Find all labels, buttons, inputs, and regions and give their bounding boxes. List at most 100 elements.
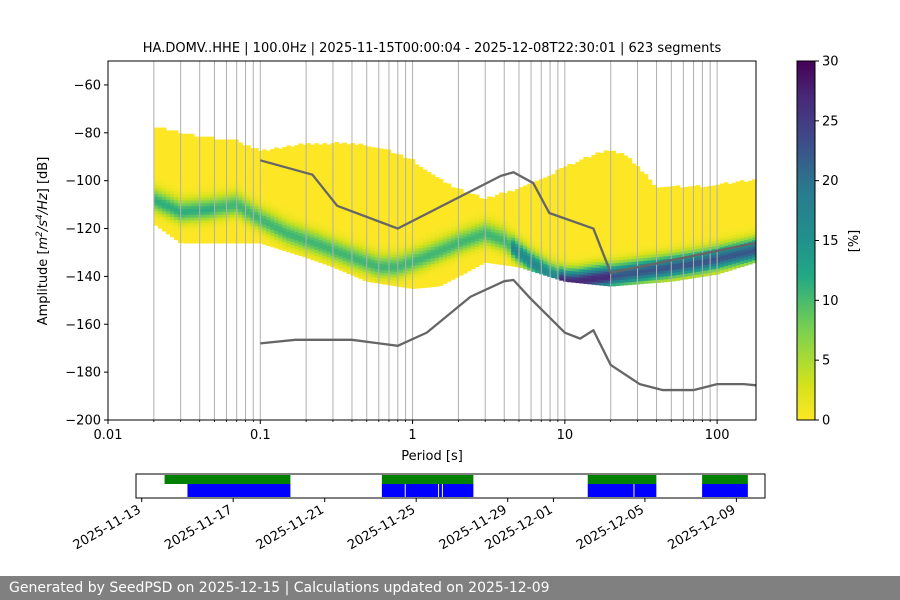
density-cell <box>298 232 303 236</box>
density-cell <box>418 276 424 280</box>
density-cell <box>350 243 356 248</box>
density-cell <box>286 168 291 172</box>
density-cell <box>318 230 324 235</box>
density-cell <box>462 252 468 257</box>
density-cell <box>547 213 552 217</box>
density-cell <box>591 241 597 245</box>
density-cell <box>193 234 199 238</box>
density-cell <box>226 202 231 207</box>
density-cell <box>651 213 657 218</box>
density-cell <box>181 162 187 166</box>
density-cell <box>318 248 324 252</box>
density-cell <box>270 235 275 239</box>
density-cell <box>362 237 368 241</box>
density-cell <box>418 198 424 203</box>
density-cell <box>647 205 653 209</box>
density-cell <box>479 201 484 205</box>
density-cell <box>342 168 348 172</box>
density-cell <box>422 244 428 248</box>
density-cell <box>354 242 360 246</box>
density-cell <box>222 214 227 218</box>
density-cell <box>511 191 516 195</box>
density-cell <box>173 136 179 140</box>
density-cell <box>250 182 255 187</box>
density-cell <box>491 257 496 261</box>
density-cell <box>535 226 540 231</box>
density-cell <box>358 235 364 239</box>
density-cell <box>647 257 653 261</box>
density-cell <box>318 187 324 192</box>
density-cell <box>402 241 408 245</box>
density-cell <box>362 205 368 210</box>
density-cell <box>579 193 584 198</box>
density-cell <box>547 218 552 223</box>
density-cell <box>354 219 360 223</box>
density-cell <box>499 261 504 265</box>
density-cell <box>242 145 247 149</box>
density-cell <box>153 193 159 198</box>
density-cell <box>667 221 673 225</box>
density-cell <box>430 231 436 236</box>
density-cell <box>242 173 247 178</box>
density-cell <box>218 234 223 238</box>
density-cell <box>675 191 681 195</box>
density-cell <box>226 168 231 172</box>
density-cell <box>567 206 572 211</box>
density-cell <box>591 246 597 251</box>
density-cell <box>631 246 637 251</box>
density-cell <box>214 214 219 218</box>
density-cell <box>398 188 404 193</box>
density-cell <box>286 182 291 187</box>
density-cell <box>559 208 564 212</box>
density-cell <box>615 184 621 189</box>
density-cell <box>647 268 653 273</box>
density-cell <box>314 194 320 199</box>
density-cell <box>306 203 311 207</box>
density-cell <box>559 196 564 201</box>
density-cell <box>631 226 637 231</box>
density-cell <box>499 198 504 202</box>
density-cell <box>294 165 299 169</box>
density-cell <box>362 188 368 192</box>
density-cell <box>254 159 259 164</box>
density-cell <box>547 230 552 234</box>
density-cell <box>679 222 685 226</box>
density-cell <box>575 265 580 269</box>
density-cell <box>671 269 677 273</box>
density-cell <box>378 174 384 178</box>
density-cell <box>270 203 275 208</box>
density-cell <box>382 174 388 179</box>
density-cell <box>587 275 593 279</box>
density-cell <box>350 194 356 199</box>
density-cell <box>282 170 287 174</box>
density-cell <box>290 221 295 225</box>
density-cell <box>458 203 464 207</box>
density-cell <box>338 249 344 254</box>
density-cell <box>571 264 576 269</box>
density-cell <box>206 225 211 230</box>
density-cell <box>294 193 299 198</box>
density-cell <box>599 161 605 165</box>
density-cell <box>193 150 199 155</box>
density-cell <box>202 194 207 198</box>
density-cell <box>531 242 536 247</box>
density-cell <box>402 255 408 260</box>
density-cell <box>426 209 432 213</box>
density-cell <box>559 168 564 172</box>
density-cell <box>607 159 613 163</box>
density-cell <box>378 280 384 284</box>
density-cell <box>342 159 348 164</box>
density-cell <box>515 246 520 250</box>
density-cell <box>426 232 432 236</box>
density-cell <box>535 263 540 268</box>
density-cell <box>338 247 344 251</box>
density-cell <box>651 279 657 284</box>
density-cell <box>643 188 649 192</box>
density-cell <box>675 271 681 276</box>
density-cell <box>246 171 251 175</box>
density-cell <box>298 186 303 190</box>
density-cell <box>583 188 588 193</box>
density-cell <box>426 284 432 288</box>
density-cell <box>675 274 681 278</box>
density-cell <box>362 197 368 201</box>
